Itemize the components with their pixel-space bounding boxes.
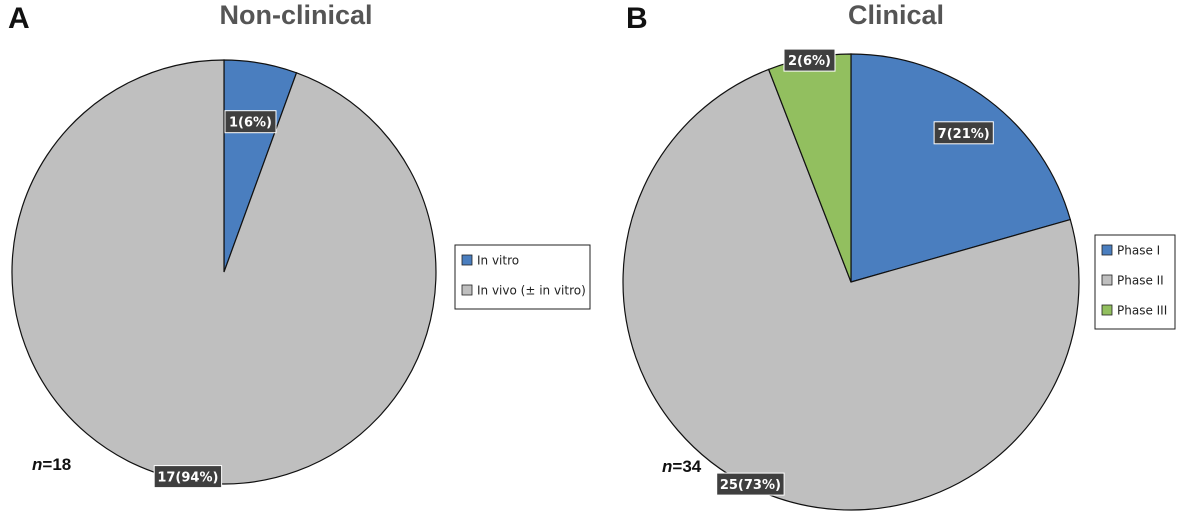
panel-letter-b: B [626, 2, 648, 35]
legend-item-phase-i: Phase I [1101, 244, 1160, 258]
data-label-box [224, 110, 277, 134]
legend-label: Phase I [1117, 244, 1160, 258]
legend-item-in-vivo-in-vitro: In vivo (± in vitro) [461, 284, 586, 298]
panel-letter-a: A [8, 2, 30, 35]
legend-swatch [461, 284, 473, 296]
sample-size-prefix-b: n [662, 457, 672, 476]
sample-size-label-b: n=34 [662, 457, 702, 476]
chart-title-a: Non-clinical [219, 0, 372, 30]
data-label-in-vivo-in-vitro: 17(94%) [153, 465, 223, 489]
sample-size-value-b: =34 [672, 457, 701, 476]
legend-item-phase-ii: Phase II [1101, 274, 1164, 288]
sample-size-prefix-a: n [32, 455, 42, 474]
panel-a-non-clinical: A Non-clinical 1(6%) 17(94%) n=18 In vitr… [8, 0, 591, 489]
legend-swatch [1101, 274, 1113, 286]
data-label-box [933, 121, 994, 145]
data-label-text: 17(94%) [157, 471, 218, 486]
sample-size-label-a: n=18 [32, 455, 71, 474]
legend-label: In vivo (± in vitro) [477, 284, 586, 298]
chart-title-b: Clinical [848, 0, 944, 30]
pie-slice-phase-i [850, 53, 1072, 283]
data-label-box [783, 48, 836, 72]
pie-chart-b: 7(21%) 25(73%) 2(6%) [622, 48, 1080, 511]
data-label-text: 2(6%) [788, 54, 831, 69]
panel-b-clinical: B Clinical 7(21%) 25(73%) 2(6%) n=34 Phase… [622, 0, 1176, 511]
data-label-text: 7(21%) [938, 127, 990, 142]
legend-b: Phase I Phase II Phase III [1094, 234, 1176, 330]
legend-swatch [1101, 244, 1113, 256]
data-label-in-vitro: 1(6%) [224, 110, 277, 134]
sample-size-value-a: =18 [42, 455, 71, 474]
legend-swatch [1101, 304, 1113, 316]
legend-item-in-vitro: In vitro [461, 254, 519, 268]
pie-chart-a: 1(6%) 17(94%) [11, 59, 437, 489]
data-label-phase-i: 7(21%) [933, 121, 994, 145]
data-label-box [153, 465, 223, 489]
data-label-text: 25(73%) [720, 478, 781, 493]
data-label-phase-ii: 25(73%) [716, 472, 785, 496]
legend-frame [454, 244, 591, 310]
data-label-phase-iii: 2(6%) [783, 48, 836, 72]
legend-item-phase-iii: Phase III [1101, 304, 1167, 318]
legend-label: Phase II [1117, 274, 1164, 288]
data-label-box [716, 472, 785, 496]
legend-label: Phase III [1117, 304, 1167, 318]
legend-swatch [461, 254, 473, 266]
pie-slice-in-vivo-in-vitro [11, 59, 437, 485]
legend-label: In vitro [477, 254, 519, 268]
legend-a: In vitro In vivo (± in vitro) [454, 244, 591, 310]
data-label-text: 1(6%) [229, 116, 272, 131]
